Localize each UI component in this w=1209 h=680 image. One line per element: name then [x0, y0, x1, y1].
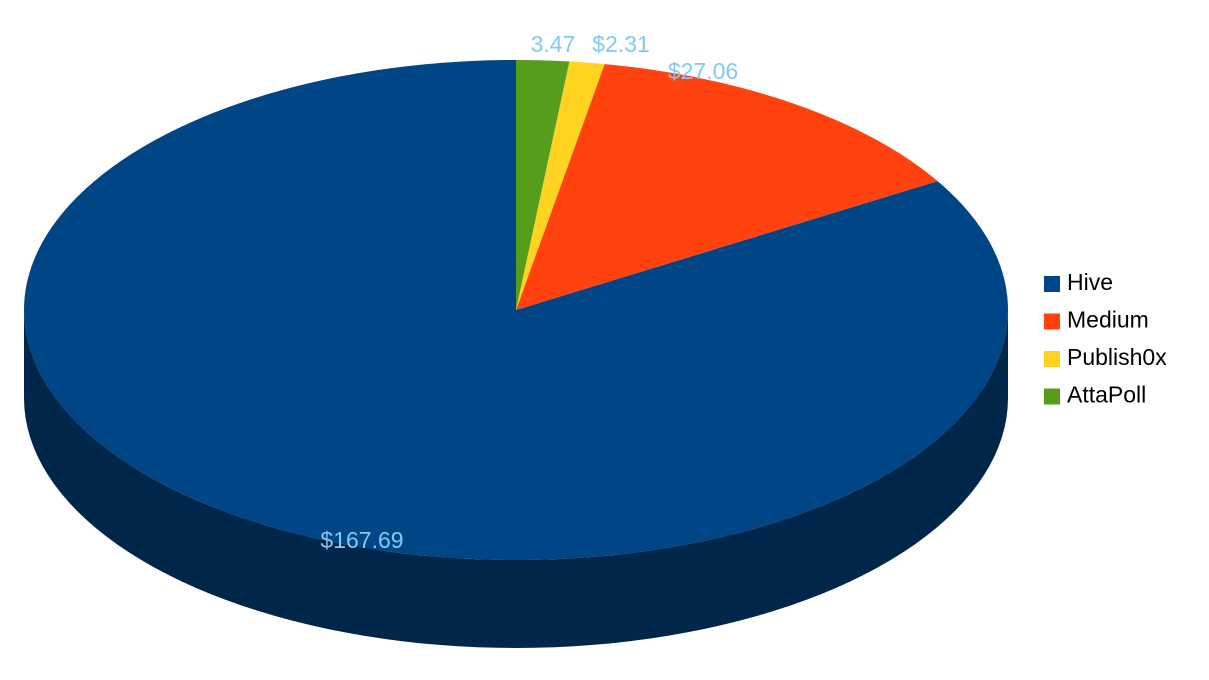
slice-side [24, 310, 1008, 648]
legend-label: Publish0x [1067, 344, 1167, 370]
legend-label: Hive [1067, 269, 1113, 295]
legend-label: Medium [1067, 307, 1149, 333]
legend-label: AttaPoll [1067, 382, 1146, 408]
value-label: $167.69 [320, 527, 403, 553]
legend-swatch [1044, 388, 1060, 405]
legend-swatch [1044, 276, 1060, 292]
value-label: $2.31 [592, 31, 650, 57]
slice [24, 60, 1008, 560]
slice [516, 64, 938, 310]
legend-swatch [1044, 351, 1060, 367]
slice [516, 60, 570, 310]
slice [516, 61, 605, 310]
value-label: 3.47 [531, 31, 576, 57]
value-label: $27.06 [668, 58, 738, 84]
legend-swatch [1044, 313, 1060, 330]
